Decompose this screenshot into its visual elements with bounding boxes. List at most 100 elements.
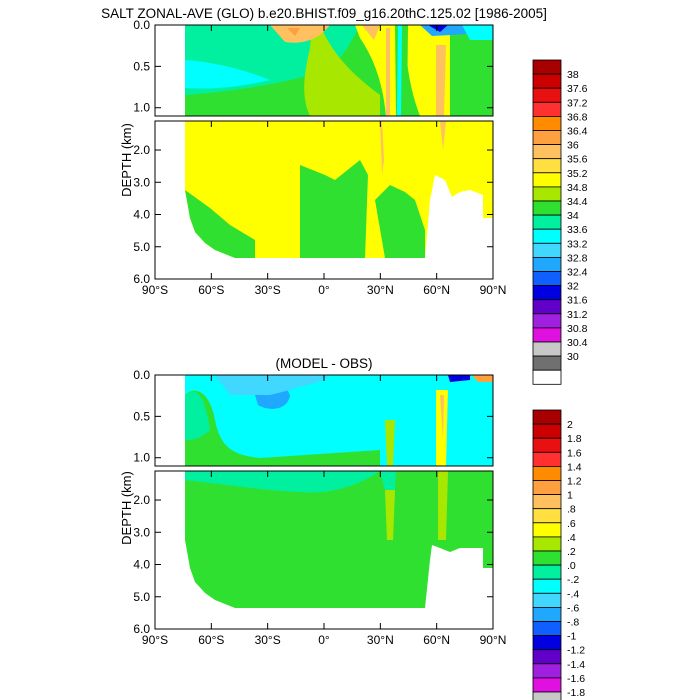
colorbar-box bbox=[532, 649, 562, 665]
colorbar-box bbox=[532, 186, 562, 202]
x-tick-label: 0° bbox=[318, 283, 330, 297]
colorbar-box bbox=[532, 130, 562, 146]
colorbar-box bbox=[532, 313, 562, 329]
colorbar-box bbox=[532, 592, 562, 608]
y-tick-label: 0.0 bbox=[133, 18, 150, 32]
colorbar-label: 33.6 bbox=[567, 224, 588, 236]
colorbar-box bbox=[532, 87, 562, 103]
x-tick-label: 60°N bbox=[423, 283, 450, 297]
y-tick-label: 1.0 bbox=[133, 101, 150, 115]
colorbar-label: 34.4 bbox=[567, 196, 588, 208]
y-tick-label: 4.0 bbox=[133, 558, 150, 572]
colorbar-box bbox=[532, 508, 562, 524]
colorbar-label: 36.4 bbox=[567, 126, 588, 138]
colorbar-label: -.4 bbox=[567, 588, 579, 600]
y-tick-label: 4.0 bbox=[133, 208, 150, 222]
colorbar-label: 1.8 bbox=[567, 433, 582, 445]
colorbar-label: .8 bbox=[567, 504, 576, 516]
x-tick-label: 60°N bbox=[423, 633, 450, 647]
colorbar-box bbox=[532, 607, 562, 622]
bottom-panel-axes: 90°S 60°S 30°S 0° 30°N 60°N 90°N 0.0 0.5 1.0 2.0 3.… bbox=[133, 368, 506, 647]
y-tick-label: 1.0 bbox=[133, 451, 150, 465]
colorbar-box bbox=[532, 158, 562, 174]
colorbar-label: 34.8 bbox=[567, 182, 588, 194]
top-panel-axes: 90°S 60°S 30°S 0° 30°N 60°N 90°N 0.0 0.5 1.0 2.0 3.… bbox=[133, 18, 506, 297]
bottom-colorbar: 21.81.61.41.21.8.6.4.2.0-.2-.4-.6-.8-1-1… bbox=[532, 409, 585, 700]
colorbar-box bbox=[532, 299, 562, 315]
y-tick-label: 0.5 bbox=[133, 409, 150, 423]
y-tick-label: 6.0 bbox=[133, 272, 150, 286]
colorbar-label: -.2 bbox=[567, 574, 579, 586]
colorbar-label: .6 bbox=[567, 518, 576, 530]
x-tick-label: 90°N bbox=[480, 283, 507, 297]
colorbar-box bbox=[532, 285, 562, 301]
bottom-upper-subplot bbox=[154, 374, 494, 467]
y-tick-label: 2.0 bbox=[133, 143, 150, 157]
colorbar-box bbox=[532, 480, 562, 496]
colorbar-label: 32.8 bbox=[567, 252, 588, 264]
colorbar-label: 1.6 bbox=[567, 447, 582, 459]
colorbar-box bbox=[532, 242, 562, 258]
colorbar-box bbox=[532, 200, 562, 216]
colorbar-label: 37.2 bbox=[567, 97, 588, 109]
colorbar-label: .0 bbox=[567, 560, 576, 572]
y-tick-label: 3.0 bbox=[133, 175, 150, 189]
colorbar-label: -1.8 bbox=[567, 687, 585, 699]
colorbar-box bbox=[532, 578, 562, 594]
colorbar-box bbox=[532, 451, 562, 467]
bottom-lower-subplot bbox=[154, 470, 494, 630]
colorbar-label: 35.6 bbox=[567, 154, 588, 166]
colorbar-label: 30.8 bbox=[567, 323, 588, 335]
x-tick-label: 30°S bbox=[255, 633, 281, 647]
colorbar-label: 37.6 bbox=[567, 83, 588, 95]
colorbar-label: -.8 bbox=[567, 617, 579, 629]
top-lower-subplot bbox=[154, 120, 494, 280]
colorbar-box bbox=[532, 465, 562, 481]
colorbar-box bbox=[532, 437, 562, 453]
colorbar-box bbox=[532, 494, 562, 510]
x-tick-label: 60°S bbox=[198, 283, 224, 297]
colorbar-box bbox=[532, 341, 562, 357]
model-minus-obs-panel: (MODEL - OBS) 90°S 60°S 30°S 0° 30°N 60°N 90°N bbox=[119, 356, 585, 700]
colorbar-label: 33.2 bbox=[567, 238, 588, 250]
colorbar-box bbox=[532, 144, 562, 160]
colorbar-label: 31.6 bbox=[567, 295, 588, 307]
y-tick-label: 0.5 bbox=[133, 59, 150, 73]
top-panel-title: SALT ZONAL-AVE (GLO) b.e20.BHIST.f09_g16… bbox=[101, 6, 547, 21]
colorbar-label: 2 bbox=[567, 419, 573, 431]
colorbar-box bbox=[532, 214, 562, 230]
colorbar-label: -1.4 bbox=[567, 659, 585, 671]
colorbar-label: 35.2 bbox=[567, 168, 588, 180]
colorbar-box bbox=[532, 327, 562, 343]
colorbar-label: -.6 bbox=[567, 602, 579, 614]
colorbar-label: 30.4 bbox=[567, 337, 588, 349]
colorbar-label: 34 bbox=[567, 210, 579, 222]
colorbar-box bbox=[532, 677, 562, 693]
colorbar-box bbox=[532, 550, 562, 566]
x-tick-label: 90°S bbox=[142, 633, 168, 647]
colorbar-label: 38 bbox=[567, 69, 579, 81]
colorbar-box bbox=[532, 256, 562, 272]
colorbar-box bbox=[532, 355, 562, 371]
x-tick-label: 90°N bbox=[480, 633, 507, 647]
colorbar-label: 32.4 bbox=[567, 267, 588, 279]
colorbar-label: 1 bbox=[567, 490, 573, 502]
colorbar-label: 31.2 bbox=[567, 309, 588, 321]
salt-zonal-average-panel: SALT ZONAL-AVE (GLO) b.e20.BHIST.f09_g16… bbox=[101, 6, 588, 385]
colorbar-label: -1.2 bbox=[567, 645, 585, 657]
bottom-panel-title: (MODEL - OBS) bbox=[275, 356, 372, 371]
colorbar-box bbox=[532, 423, 562, 439]
colorbar-label: .2 bbox=[567, 546, 576, 558]
colorbar-label: .4 bbox=[567, 532, 576, 544]
y-tick-label: 0.0 bbox=[133, 368, 150, 382]
colorbar-box bbox=[532, 59, 562, 75]
y-tick-label: 3.0 bbox=[133, 525, 150, 539]
colorbar-label: 1.2 bbox=[567, 476, 582, 488]
colorbar-box bbox=[532, 73, 562, 89]
x-tick-label: 30°N bbox=[367, 283, 394, 297]
x-tick-label: 90°S bbox=[142, 283, 168, 297]
bottom-panel-ylabel: DEPTH (km) bbox=[119, 471, 134, 545]
y-tick-label: 5.0 bbox=[133, 590, 150, 604]
colorbar-box bbox=[532, 522, 562, 538]
top-colorbar: 38 37.6 37.2 36.8 36.4 36 35.6 35.2 34.8 34.4 34 33… bbox=[532, 59, 588, 385]
